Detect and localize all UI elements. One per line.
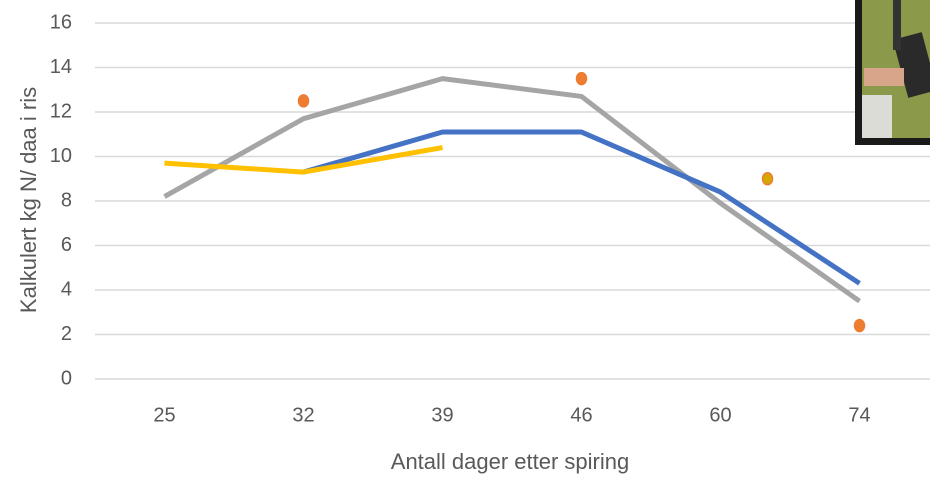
y-axis-label: Kalkulert kg N/ daa i ris [16, 87, 41, 313]
x-tick-label: 60 [709, 404, 731, 426]
photo-detail [862, 95, 892, 138]
marker [855, 320, 865, 332]
x-axis-label: Antall dager etter spiring [391, 449, 629, 474]
x-tick-label: 74 [848, 404, 870, 426]
marker [299, 95, 309, 107]
photo-detail [864, 68, 904, 86]
y-tick-label: 2 [61, 323, 72, 345]
y-tick-label: 0 [61, 367, 72, 389]
y-tick-label: 6 [61, 234, 72, 256]
y-tick-label: 14 [50, 56, 72, 78]
y-tick-label: 12 [50, 100, 72, 122]
photo [855, 0, 930, 145]
chart: Kalkulert kg N/ daa i ris Antall dager e… [0, 0, 930, 478]
line-series [165, 148, 443, 172]
marker [763, 173, 773, 185]
y-tick-label: 4 [61, 278, 72, 300]
marker [577, 73, 587, 85]
x-tick-label: 39 [431, 404, 453, 426]
y-tick-label: 16 [50, 11, 72, 33]
x-tick-label: 46 [570, 404, 592, 426]
x-tick-label: 32 [292, 404, 314, 426]
y-tick-label: 10 [50, 145, 72, 167]
line-series [304, 132, 860, 283]
photo-detail [893, 0, 901, 50]
x-tick-label: 25 [153, 404, 175, 426]
y-tick-label: 8 [61, 189, 72, 211]
